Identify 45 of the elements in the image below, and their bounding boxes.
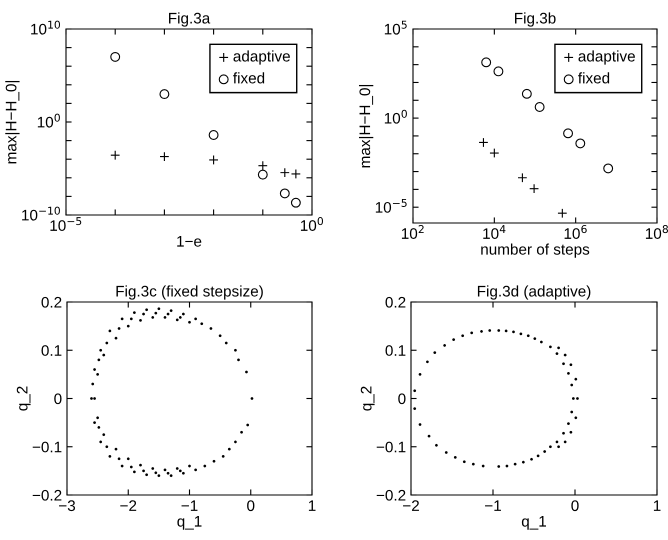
chart-title: Fig.3b: [515, 12, 556, 27]
y-tick-label: −0.1: [32, 442, 62, 452]
y-tick-label: 0: [54, 393, 62, 404]
x-tick-label: 10$^{4}$: [483, 225, 506, 239]
x-tick-label: −1: [182, 500, 198, 511]
x-tick-label: 1: [654, 500, 661, 511]
y-tick-label: −0.2: [376, 490, 406, 501]
x-tick-label: 10$^{6}$: [564, 225, 587, 239]
x-axis-title: number of steps: [481, 243, 590, 258]
y-tick-label: 10$^{−5}$: [376, 198, 407, 213]
x-tick-label: 0: [247, 500, 254, 512]
x-axis-title: q_1: [522, 516, 546, 530]
x-tick-label: −2: [120, 500, 136, 511]
x-axis-title: q_1: [177, 516, 202, 530]
y-tick-label: 0.1: [42, 345, 62, 356]
x-tick-label: −2: [403, 500, 419, 511]
x-tick-label: 10$^{8}$: [646, 225, 668, 239]
chart-title: Fig.3a: [169, 12, 210, 27]
y-axis-title: max|H−H_0|: [5, 80, 20, 164]
x-tick-label: 1: [308, 500, 316, 511]
chart-title: Fig.3d (adaptive): [478, 285, 590, 300]
y-tick-label: 0.1: [386, 345, 406, 356]
x-axis-title: 1−e: [177, 236, 202, 247]
x-tick-label: 10$^{0}$: [300, 217, 324, 231]
y-axis-title: q_2: [16, 386, 31, 411]
x-tick-label: 0: [571, 500, 579, 512]
x-tick-label: 10$^{2}$: [402, 225, 424, 239]
y-axis-title: max|H−H_0|: [358, 84, 374, 168]
y-tick-label: 10$^{5}$: [384, 20, 407, 35]
y-tick-label: −0.2: [32, 490, 62, 501]
y-tick-label: 10$^{0}$: [38, 114, 60, 128]
x-tick-label: −1: [485, 500, 501, 511]
y-tick-label: 10$^{10}$: [31, 20, 60, 35]
y-axis-title: q_2: [360, 386, 375, 411]
y-tick-label: −0.1: [376, 442, 406, 452]
y-tick-label: 10$^{0}$: [384, 110, 407, 124]
legend-label: adaptive: [578, 50, 635, 65]
y-tick-label: 0.2: [42, 296, 62, 308]
legend-label: fixed: [578, 72, 610, 84]
x-tick-label: −3: [59, 500, 76, 512]
y-tick-label: 0: [398, 393, 406, 404]
y-tick-label: 0.2: [386, 296, 406, 308]
chart-title: Fig.3c (fixed stepsize): [116, 285, 263, 300]
legend-label: fixed: [233, 72, 264, 84]
legend-label: adaptive: [234, 50, 290, 65]
